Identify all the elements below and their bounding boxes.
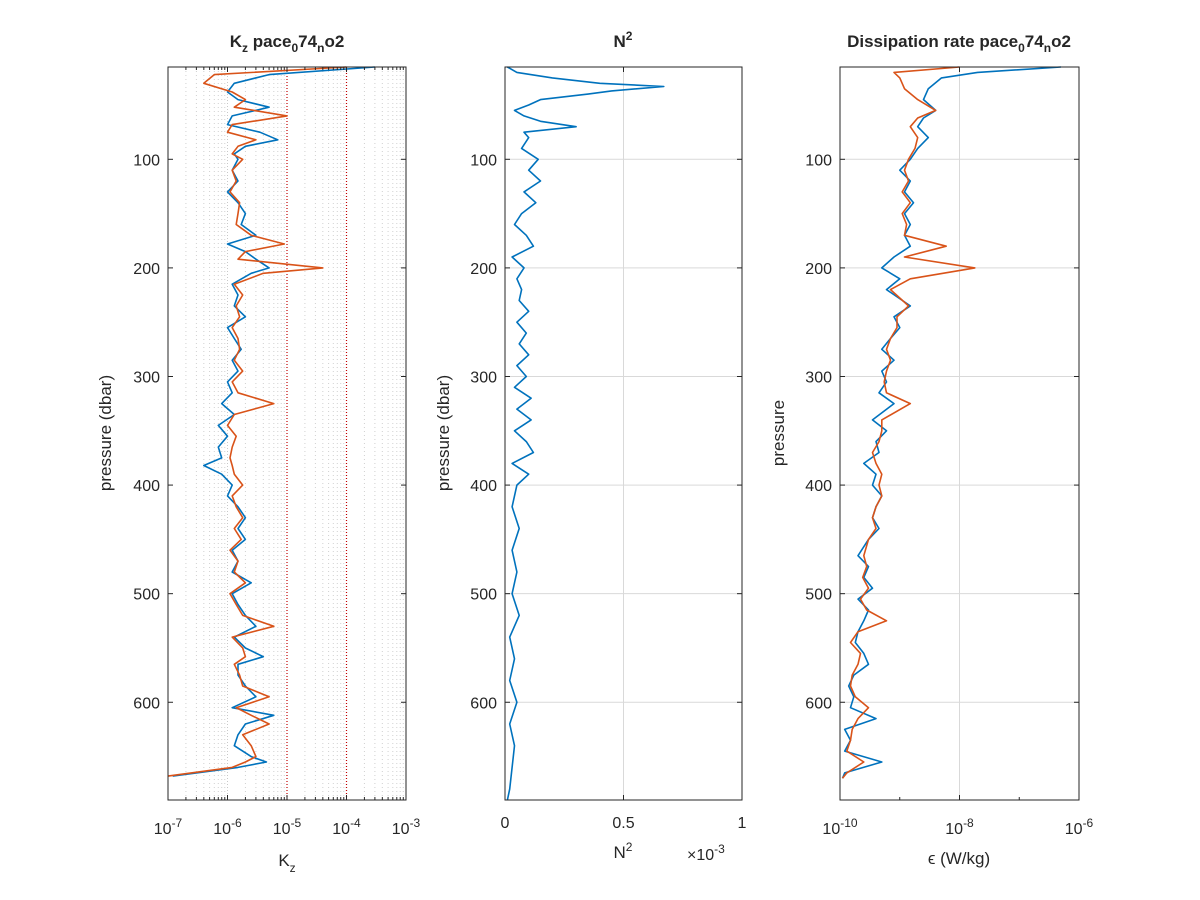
x-tick-label: 0: [501, 815, 510, 832]
eps-grid: [839, 67, 1080, 800]
x-tick-exp: -6: [1083, 816, 1094, 830]
x-tick-base: 10: [392, 821, 410, 838]
series-line-1: [841, 66, 1062, 779]
x-tick-base: 10: [154, 821, 172, 838]
x-tick-label: 10-5: [273, 816, 302, 838]
y-tick-label: 600: [805, 695, 832, 712]
x-tick-label: 10-8: [945, 816, 974, 838]
kz-reference-lines: [286, 67, 348, 800]
eps-series-group: [841, 66, 1062, 779]
x-tick-exp: -6: [231, 816, 242, 830]
series-line-2: [167, 66, 347, 777]
n2-series-group: [506, 66, 665, 801]
y-tick-label: 200: [805, 261, 832, 278]
eps-ylabel: pressure: [769, 400, 788, 466]
eps-xlabel: ϵ (W/kg): [928, 849, 990, 868]
y-tick-label: 500: [470, 587, 497, 604]
n2-xlabel: N2: [614, 840, 633, 862]
x-tick-base: 10: [273, 821, 291, 838]
panel-n2: 100 200 300 400 500 600 0 0.5 1 N2 pressure (dba…: [434, 29, 747, 864]
y-tick-label: 400: [805, 478, 832, 495]
y-tick-label: 100: [470, 152, 497, 169]
y-tick-label: 200: [133, 261, 160, 278]
x-tick-base: 10: [332, 821, 350, 838]
y-tick-label: 600: [133, 695, 160, 712]
x-tick-label: 10-7: [154, 816, 183, 838]
x-tick-base: 10: [1065, 821, 1083, 838]
y-tick-label: 400: [470, 478, 497, 495]
y-tick-label: 500: [133, 587, 160, 604]
x-tick-base: 10: [945, 821, 963, 838]
series-line-1: [506, 66, 665, 801]
series-line-1: [172, 66, 375, 777]
y-tick-label: 300: [470, 369, 497, 386]
x-tick-exp: -5: [291, 816, 302, 830]
y-tick-label: 400: [133, 478, 160, 495]
x-tick-exp: -3: [410, 816, 421, 830]
y-tick-label: 100: [133, 152, 160, 169]
y-tick-label: 600: [470, 695, 497, 712]
x-tick-label: 10-4: [332, 816, 361, 838]
y-tick-label: 200: [470, 261, 497, 278]
kz-ylabel: pressure (dbar): [96, 375, 115, 491]
y-tick-label: 500: [805, 587, 832, 604]
x-tick-label: 10-6: [1065, 816, 1094, 838]
x-tick-exp: -8: [963, 816, 974, 830]
kz-title: Kz pace074no2: [230, 32, 345, 55]
series-line-2: [841, 66, 976, 779]
x-tick-label: 0.5: [612, 815, 634, 832]
y-tick-label: 300: [805, 369, 832, 386]
n2-title: N2: [614, 29, 633, 51]
n2-ticks: 100 200 300 400 500 600 0 0.5 1: [470, 67, 747, 832]
x-tick-label: 10-10: [822, 816, 857, 838]
x-tick-base: 10: [213, 821, 231, 838]
n2-ylabel: pressure (dbar): [434, 375, 453, 491]
x-tick-label: 10-3: [392, 816, 421, 838]
y-tick-label: 100: [805, 152, 832, 169]
y-tick-label: 300: [133, 369, 160, 386]
x-tick-label: 10-6: [213, 816, 242, 838]
n2-grid: [504, 67, 743, 800]
x-tick-exp: -10: [840, 816, 858, 830]
x-tick-exp: -7: [172, 816, 183, 830]
kz-series-group: [167, 66, 375, 777]
eps-title: Dissipation rate pace074no2: [847, 32, 1071, 55]
n2-x-multiplier: ×10-3: [687, 842, 725, 864]
x-tick-base: 10: [822, 821, 840, 838]
x-tick-label: 1: [738, 815, 747, 832]
x-tick-exp: -4: [350, 816, 361, 830]
kz-xlabel: Kz: [278, 851, 295, 875]
